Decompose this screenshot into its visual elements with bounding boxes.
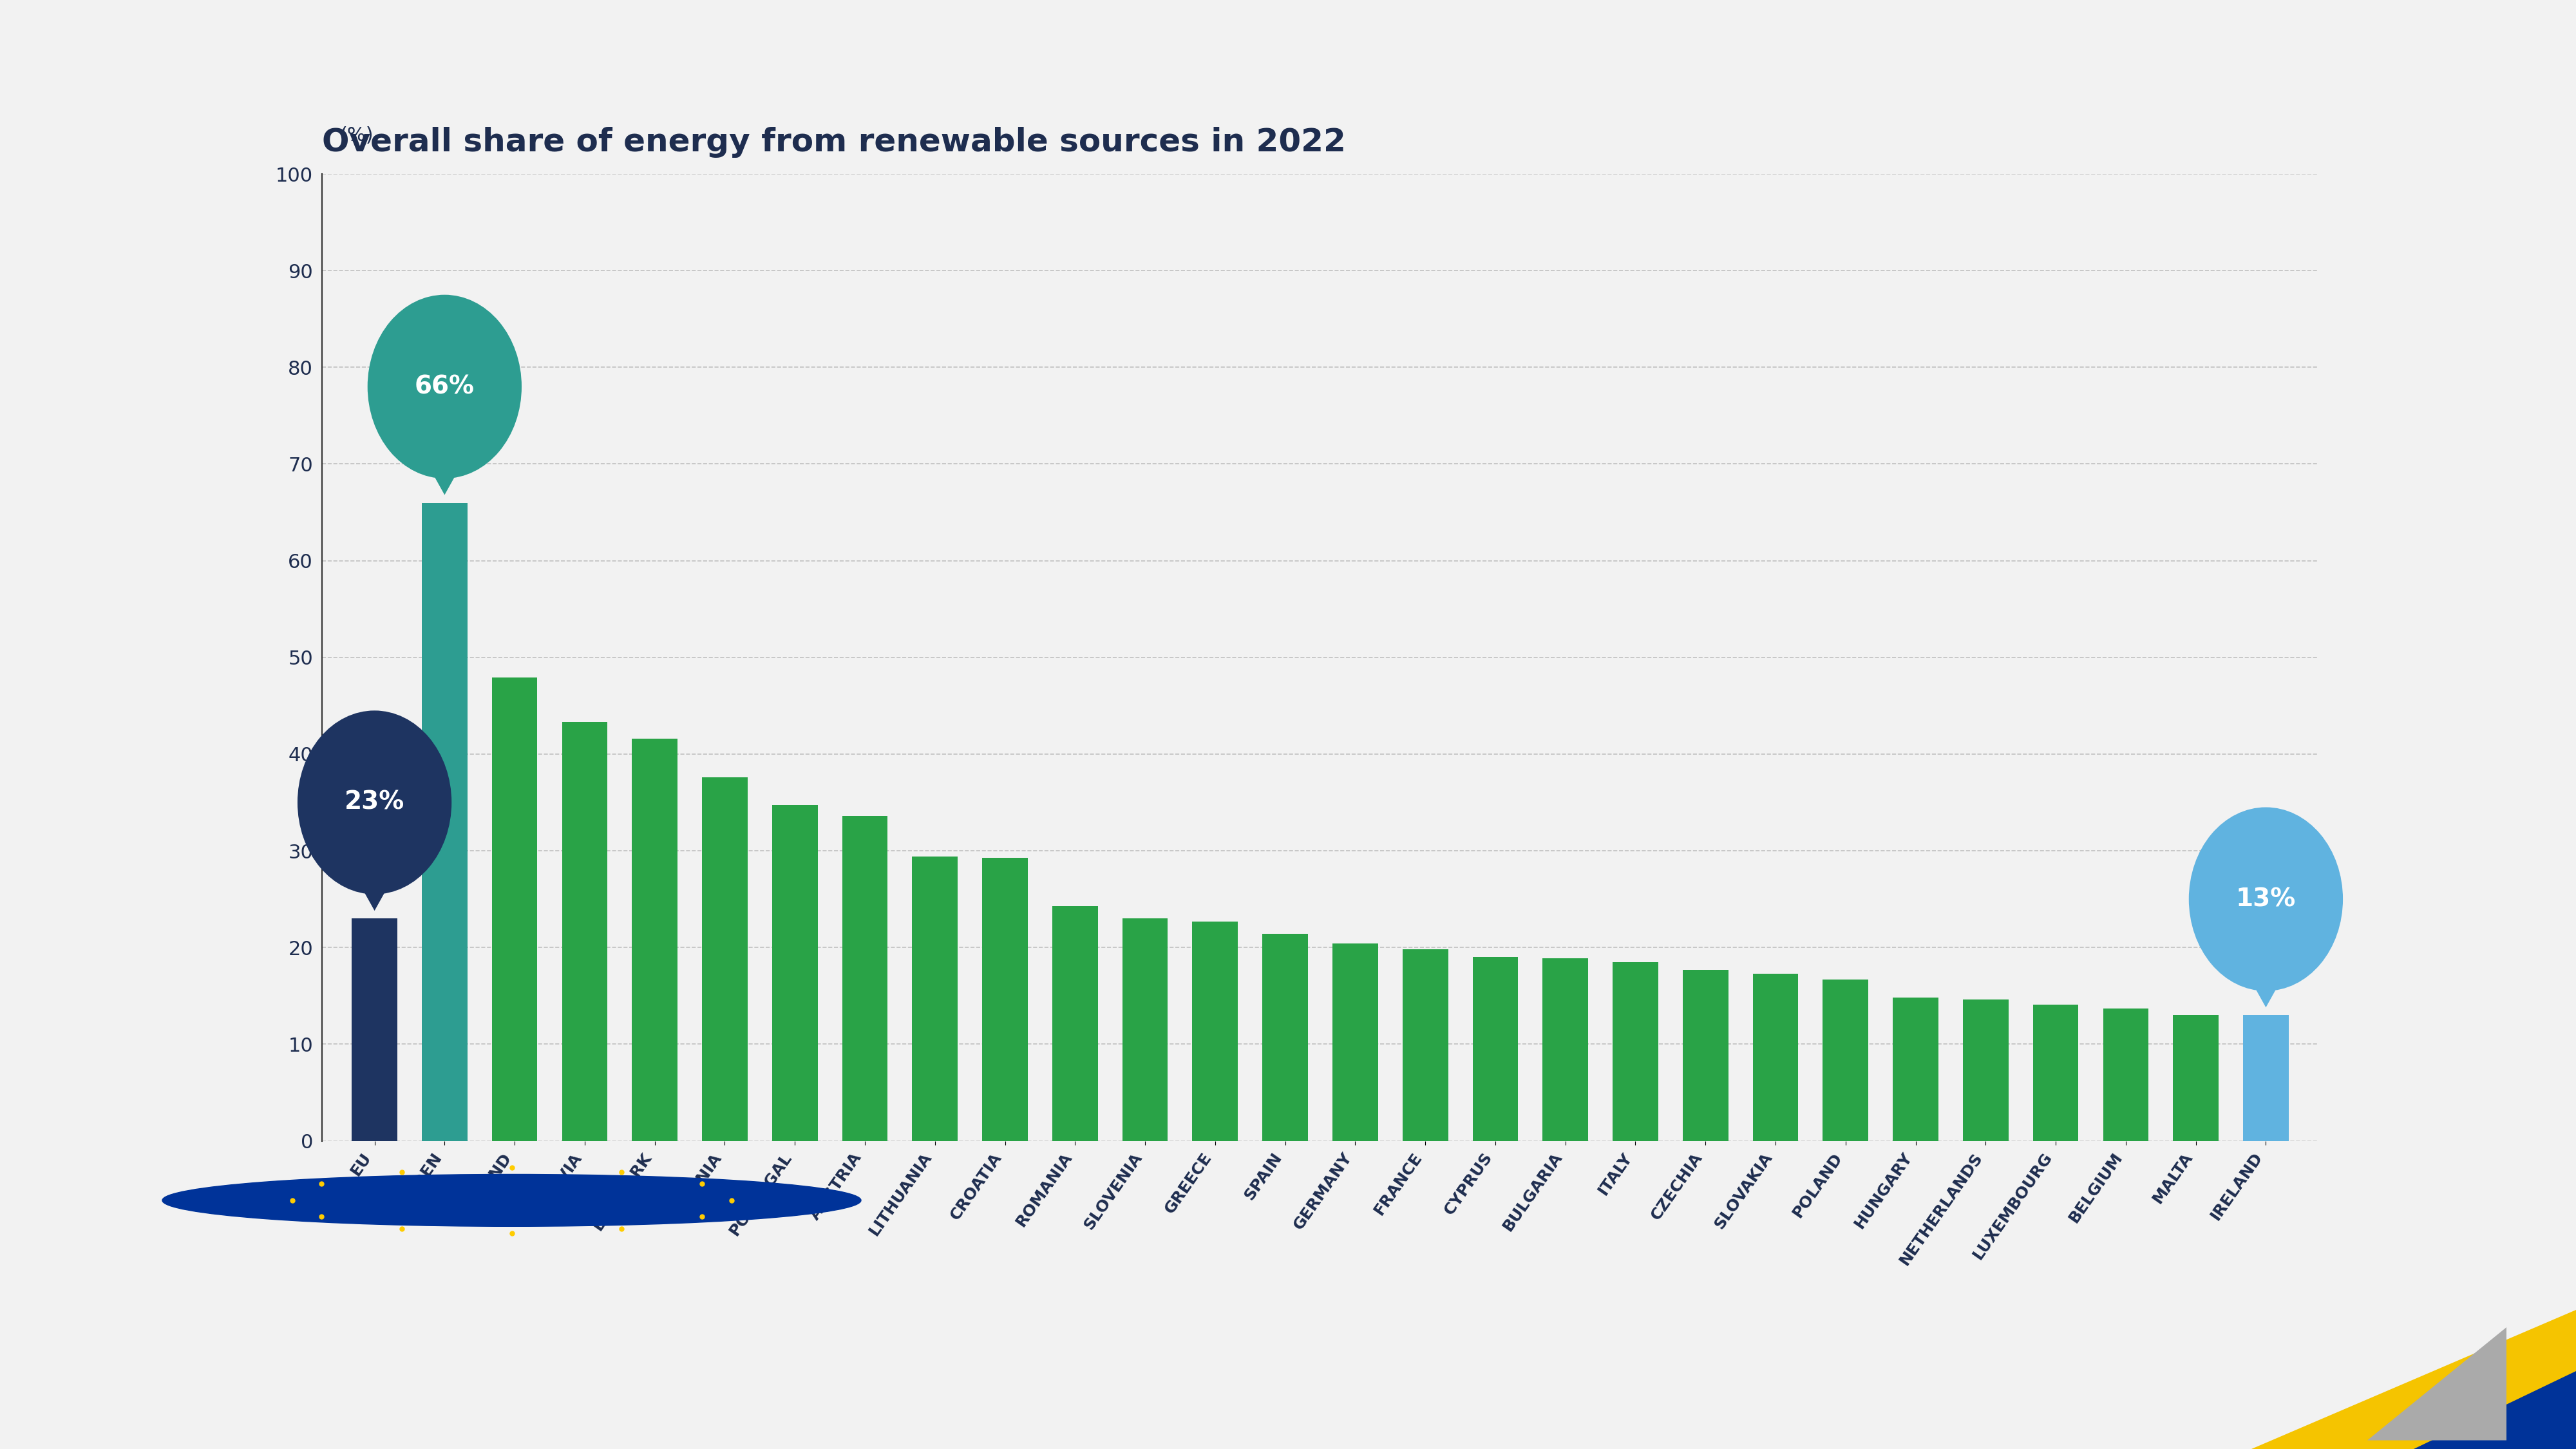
Bar bbox=[1332, 943, 1378, 1140]
Bar bbox=[773, 806, 817, 1140]
Bar bbox=[1963, 1000, 2009, 1140]
Bar bbox=[1752, 974, 1798, 1140]
Text: 66%: 66% bbox=[415, 374, 474, 398]
Bar bbox=[562, 722, 608, 1140]
Polygon shape bbox=[2241, 964, 2290, 1007]
Bar bbox=[1473, 958, 1517, 1140]
Bar bbox=[842, 816, 889, 1140]
Polygon shape bbox=[2367, 1327, 2506, 1440]
Polygon shape bbox=[350, 867, 399, 911]
Ellipse shape bbox=[368, 294, 520, 478]
Bar bbox=[1893, 998, 1937, 1140]
Bar bbox=[2102, 1009, 2148, 1140]
Bar bbox=[2032, 1004, 2079, 1140]
Text: eurostat: eurostat bbox=[361, 1188, 482, 1213]
Bar bbox=[1613, 962, 1659, 1140]
Bar bbox=[912, 856, 958, 1140]
Polygon shape bbox=[420, 451, 469, 496]
Bar bbox=[631, 739, 677, 1140]
Bar bbox=[1824, 980, 1868, 1140]
Bar bbox=[1193, 922, 1239, 1140]
Text: 13%: 13% bbox=[2236, 887, 2295, 911]
Text: Overall share of energy from renewable sources in 2022: Overall share of energy from renewable s… bbox=[322, 128, 1345, 158]
Bar bbox=[492, 678, 538, 1140]
Ellipse shape bbox=[2190, 807, 2344, 991]
Bar bbox=[2174, 1016, 2218, 1140]
Bar bbox=[1682, 969, 1728, 1140]
Bar bbox=[353, 919, 397, 1140]
Polygon shape bbox=[2251, 1310, 2576, 1449]
Text: (%): (%) bbox=[340, 126, 374, 145]
Bar bbox=[1051, 906, 1097, 1140]
Bar bbox=[1401, 949, 1448, 1140]
Bar bbox=[703, 777, 747, 1140]
Circle shape bbox=[162, 1174, 860, 1226]
Ellipse shape bbox=[296, 710, 451, 894]
Bar bbox=[2244, 1016, 2287, 1140]
Text: 23%: 23% bbox=[345, 790, 404, 814]
Bar bbox=[1123, 919, 1167, 1140]
Bar bbox=[422, 503, 466, 1140]
Polygon shape bbox=[2414, 1371, 2576, 1449]
Bar bbox=[1543, 958, 1589, 1140]
Bar bbox=[1262, 935, 1309, 1140]
Bar bbox=[981, 858, 1028, 1140]
